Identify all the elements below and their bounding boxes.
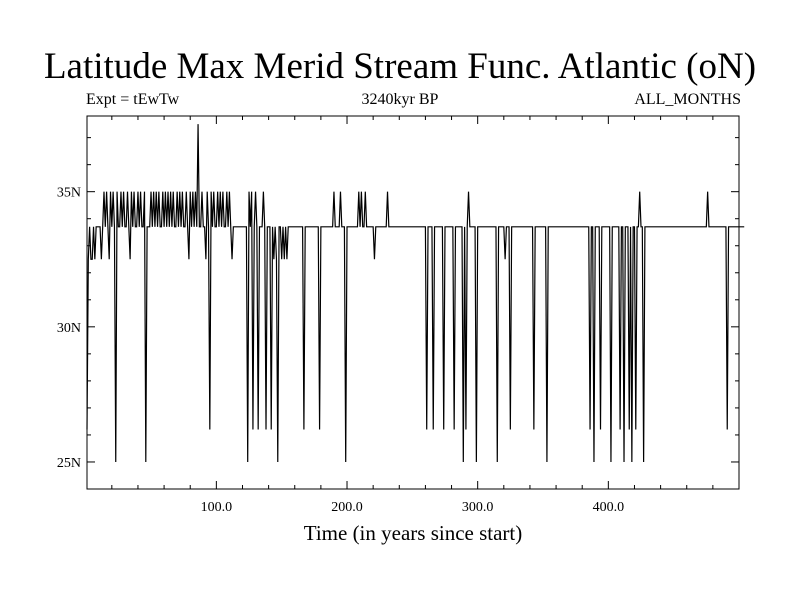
x-axis-labels: 100.0 200.0 300.0 400.0 (201, 500, 624, 515)
months-label: ALL_MONTHS (634, 91, 741, 108)
y-axis-labels: 25N 30N 35N (57, 186, 81, 471)
plot-frame (86, 115, 740, 490)
series-line (86, 124, 745, 462)
x-axis-title: Time (in years since start) (304, 521, 523, 545)
axis-ticks (87, 116, 740, 490)
y-tick-label: 30N (57, 321, 81, 336)
y-tick-label: 25N (57, 456, 81, 471)
x-tick-label: 400.0 (593, 500, 625, 515)
y-tick-label: 35N (57, 186, 81, 201)
chart-title: Latitude Max Merid Stream Func. Atlantic… (43, 46, 757, 87)
period-label: 3240kyr BP (361, 91, 439, 108)
x-tick-label: 300.0 (462, 500, 494, 515)
x-tick-label: 100.0 (201, 500, 233, 515)
experiment-label: Expt = tEwTw (86, 91, 180, 108)
x-tick-label: 200.0 (331, 500, 363, 515)
plot-area (86, 115, 745, 490)
